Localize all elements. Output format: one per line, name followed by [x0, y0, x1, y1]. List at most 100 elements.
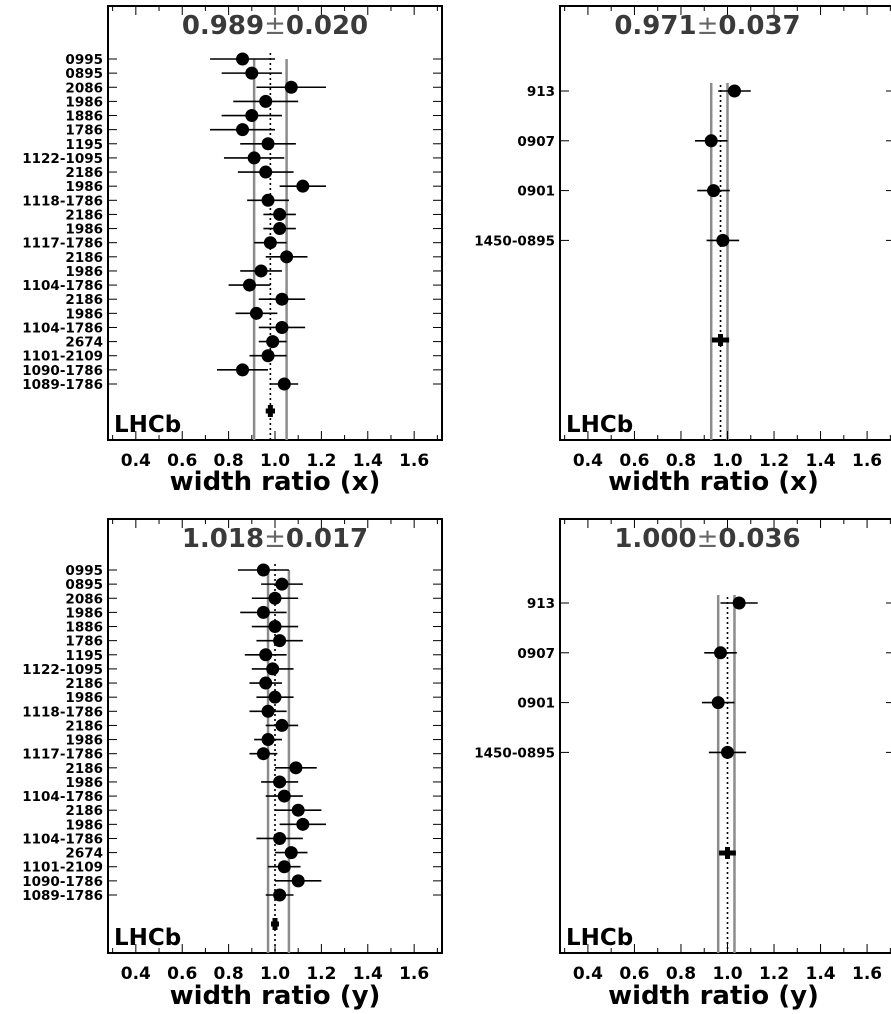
- data-point: [711, 696, 725, 710]
- data-point: [291, 803, 305, 817]
- data-point: [236, 123, 250, 137]
- x-tick-label: 1.2: [759, 964, 789, 984]
- category-label: 1986: [65, 775, 103, 791]
- data-point: [714, 646, 728, 660]
- data-point: [259, 676, 273, 690]
- category-label: 1195: [65, 648, 103, 664]
- category-label: 2186: [65, 761, 103, 777]
- data-point: [256, 747, 270, 761]
- x-axis-label: width ratio (x): [608, 467, 819, 497]
- x-tick-label: 0.8: [666, 964, 696, 984]
- data-point: [704, 134, 718, 148]
- category-label: 1104-1786: [22, 320, 103, 336]
- x-tick-label: 0.4: [121, 964, 151, 984]
- x-tick-label: 1.4: [353, 964, 383, 984]
- data-point: [261, 349, 275, 363]
- category-label: 2086: [65, 591, 103, 607]
- category-label: 1122-1095: [22, 151, 103, 167]
- x-tick-label: 0.8: [214, 964, 244, 984]
- lhcb-label: LHCb: [114, 412, 181, 438]
- lhcb-label: LHCb: [566, 925, 633, 951]
- data-point: [296, 817, 310, 831]
- data-point: [261, 193, 275, 207]
- data-point: [275, 718, 289, 732]
- category-label: 1117-1786: [22, 236, 103, 252]
- category-label: 1089-1786: [22, 377, 103, 393]
- data-point: [254, 264, 268, 278]
- chart-title: 1.018±0.017: [182, 524, 368, 554]
- category-label: 1786: [65, 634, 103, 650]
- category-label: 2186: [65, 803, 103, 819]
- category-label: 2674: [65, 846, 103, 862]
- x-tick-label: 1.0: [712, 451, 742, 471]
- data-point: [296, 179, 310, 193]
- data-point: [289, 761, 303, 775]
- category-label: 1104-1786: [22, 278, 103, 294]
- title-error: 0.036: [718, 524, 800, 554]
- data-point: [236, 363, 250, 377]
- data-point: [249, 306, 263, 320]
- category-label: 2186: [65, 165, 103, 181]
- data-point: [721, 745, 734, 759]
- data-point: [707, 184, 721, 198]
- panel-bottom-left: 0.4 0.6 0.8 1.0 1.2 1.4 1.60995089520861986188…: [22, 518, 443, 1011]
- data-point: [268, 591, 282, 605]
- data-point: [273, 207, 287, 221]
- data-point: [242, 278, 256, 292]
- data-point: [275, 320, 289, 334]
- data-point: [245, 66, 259, 80]
- category-label: 2186: [65, 207, 103, 223]
- category-label: 0895: [65, 577, 103, 593]
- x-tick-label: 1.6: [399, 451, 429, 471]
- data-point: [261, 137, 275, 151]
- x-tick-label: 1.2: [759, 451, 789, 471]
- category-label: 1986: [65, 733, 103, 749]
- category-label: 1117-1786: [22, 747, 103, 763]
- category-label: 1450-0895: [474, 745, 555, 761]
- data-point: [273, 888, 287, 902]
- data-point: [280, 250, 294, 264]
- x-tick-label: 1.0: [712, 964, 742, 984]
- chart-title: 0.971±0.037: [614, 11, 800, 41]
- x-tick-label: 1.2: [306, 451, 336, 471]
- x-tick-label: 1.6: [399, 964, 429, 984]
- data-point: [247, 151, 261, 165]
- data-point: [259, 165, 273, 179]
- category-label: 0901: [517, 184, 555, 200]
- category-label: 1122-1095: [22, 662, 103, 678]
- x-tick-label: 1.0: [260, 451, 290, 471]
- data-point: [256, 605, 270, 619]
- combined-marker-vertical: [267, 405, 273, 417]
- category-label: 0895: [65, 66, 103, 82]
- x-tick-label: 1.4: [353, 451, 383, 471]
- plot-frame: [559, 518, 891, 954]
- category-label: 1450-0895: [474, 233, 555, 249]
- data-point: [284, 846, 298, 860]
- category-label: 913: [527, 596, 555, 612]
- x-tick-label: 0.6: [167, 451, 197, 471]
- data-point: [266, 662, 280, 676]
- category-label: 2086: [65, 80, 103, 96]
- data-point: [268, 620, 282, 634]
- category-label: 2186: [65, 250, 103, 266]
- data-point: [245, 109, 259, 123]
- category-label: 1104-1786: [22, 789, 103, 805]
- category-label: 1089-1786: [22, 888, 103, 904]
- data-point: [273, 222, 287, 236]
- x-axis-label: width ratio (y): [608, 981, 819, 1011]
- data-point: [256, 563, 270, 577]
- panel-top-right: 0.4 0.6 0.8 1.0 1.2 1.4 1.6 913 0907 0901 1450-089…: [474, 5, 891, 497]
- x-axis-label: width ratio (y): [170, 981, 381, 1011]
- category-label: 2674: [65, 335, 103, 351]
- title-plusminus: ±: [264, 11, 286, 41]
- title-error: 0.017: [286, 524, 368, 554]
- title-value: 0.971: [614, 11, 696, 41]
- plot-frame: [107, 5, 443, 441]
- x-tick-label: 0.4: [573, 451, 603, 471]
- data-point: [236, 52, 250, 66]
- category-label: 0995: [65, 52, 103, 68]
- x-tick-label: 0.4: [573, 964, 603, 984]
- category-label: 1986: [65, 179, 103, 195]
- category-label: 913: [527, 84, 555, 100]
- x-tick-label: 0.8: [214, 451, 244, 471]
